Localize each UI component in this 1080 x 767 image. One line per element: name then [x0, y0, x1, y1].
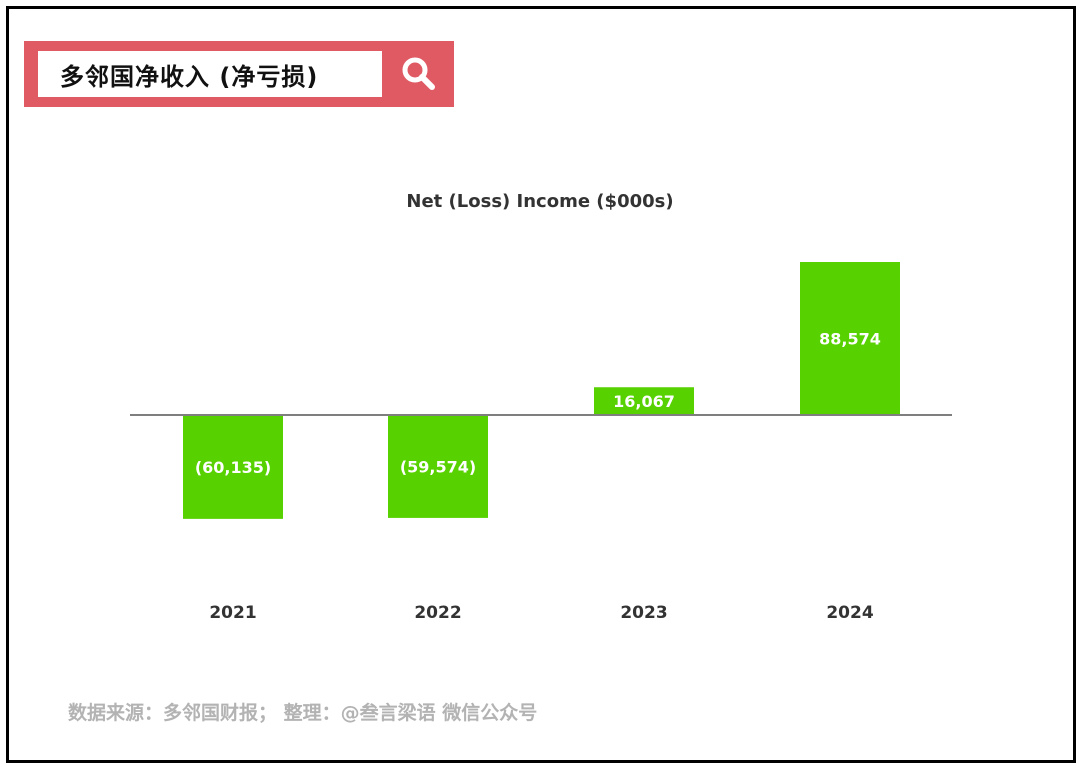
bar-2021 — [183, 415, 283, 519]
category-label-2024: 2024 — [826, 603, 873, 623]
bars-group — [183, 262, 900, 519]
title-banner: 多邻国净收入 (净亏损) — [24, 41, 454, 107]
title-field: 多邻国净收入 (净亏损) — [38, 51, 382, 97]
category-label-2021: 2021 — [209, 603, 256, 623]
chart-title: Net (Loss) Income ($000s) — [406, 191, 673, 212]
value-label-2023: 16,067 — [613, 392, 675, 411]
value-label-2024: 88,574 — [819, 330, 881, 349]
value-label-2021: (60,135) — [195, 458, 271, 477]
search-icon — [402, 57, 435, 90]
category-label-2023: 2023 — [620, 603, 667, 623]
bar-2023 — [594, 387, 694, 415]
value-label-2022: (59,574) — [400, 457, 476, 476]
bar-2022 — [388, 415, 488, 518]
source-footnote: 数据来源：多邻国财报； 整理：@叁言梁语 微信公众号 — [68, 702, 538, 724]
page-title: 多邻国净收入 (净亏损) — [60, 62, 319, 91]
category-label-2022: 2022 — [414, 603, 461, 623]
bar-2024 — [800, 262, 900, 415]
labels-group: (60,135) 2021 (59,574) 2022 16,067 2023 88,574… — [195, 330, 881, 624]
